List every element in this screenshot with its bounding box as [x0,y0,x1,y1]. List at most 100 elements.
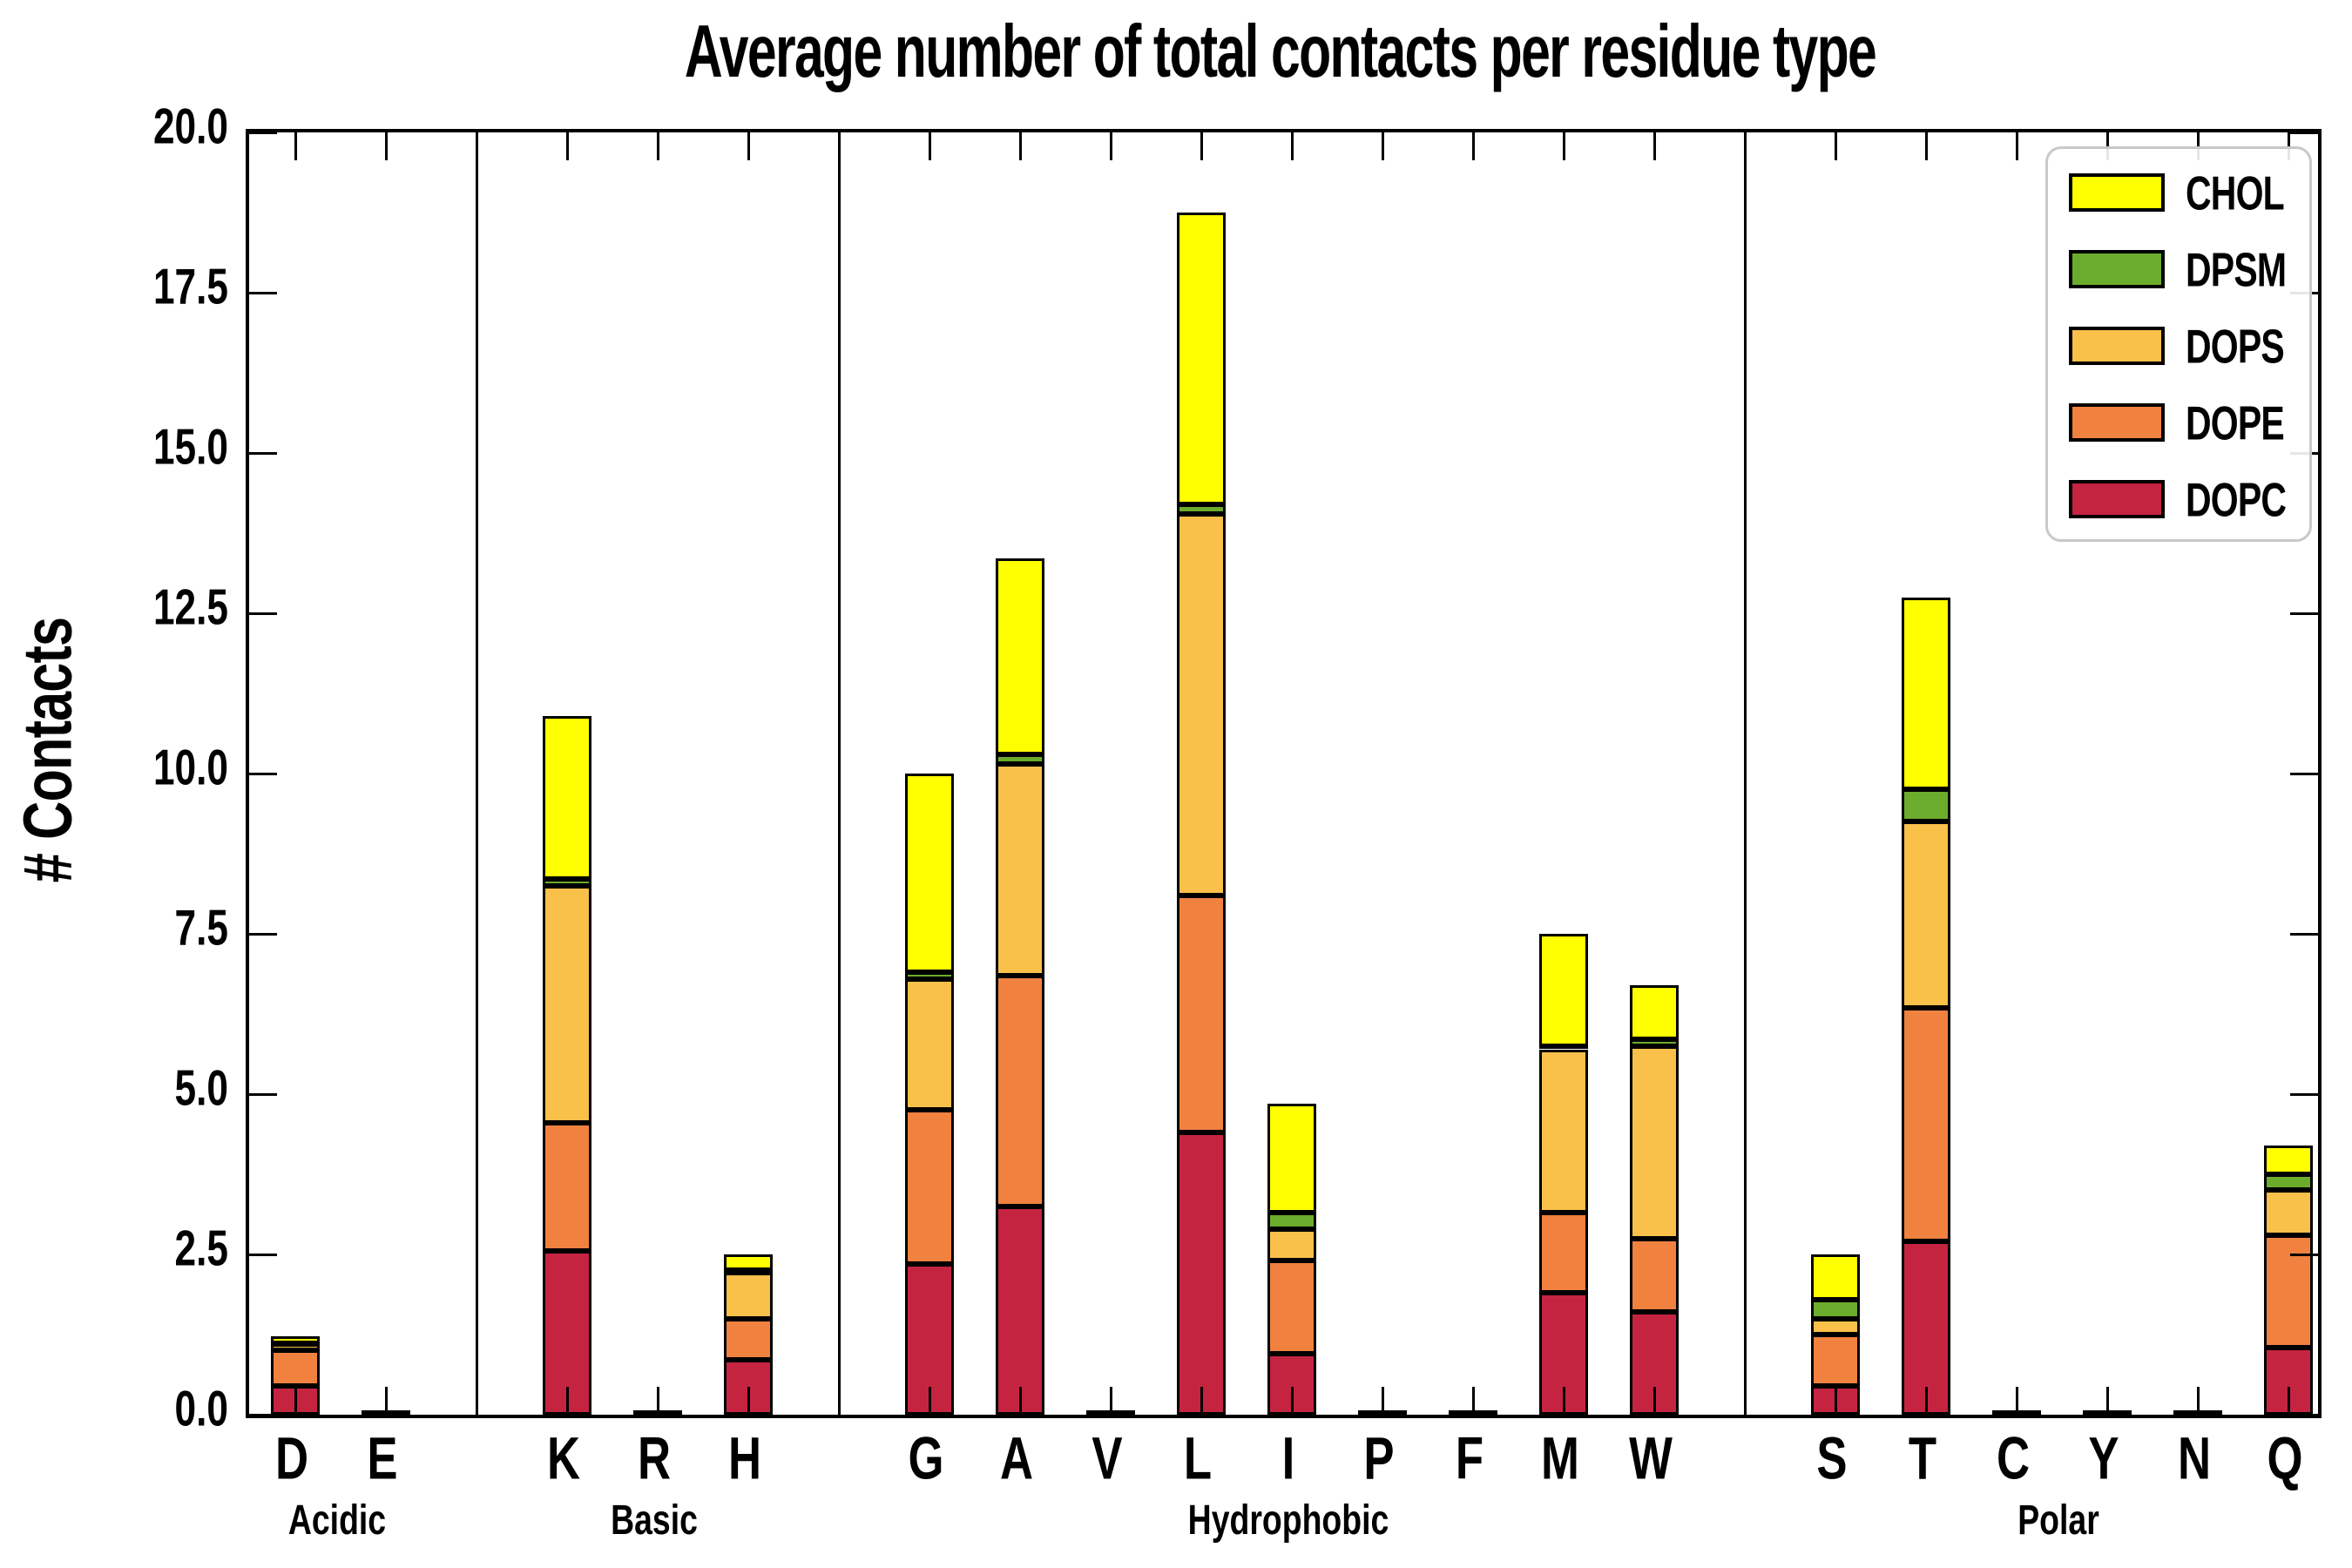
bar-segment-I-DPSM [1267,1213,1316,1229]
x-tick [1562,132,1565,160]
x-tick [1743,132,1747,160]
x-tick [1652,132,1656,160]
y-tick-label: 12.5 [152,580,228,636]
y-tick [2290,1092,2318,1096]
group-divider-line [475,132,478,1415]
x-tick [475,1387,478,1415]
y-tick [2290,772,2318,775]
bar-segment-W-CHOL [1630,984,1679,1040]
bar-segment-K-DPSM [543,879,591,886]
x-tick-label-S: S [1816,1426,1848,1492]
x-tick [1290,132,1294,160]
x-tick-label-P: P [1363,1426,1395,1492]
bar-segment-H-DOPS [724,1272,773,1319]
x-tick [2196,1387,2200,1415]
x-tick-label-N: N [2177,1426,2212,1492]
y-tick-label: 7.5 [174,901,228,956]
x-tick [1562,1387,1565,1415]
bar-segment-A-DOPS [996,763,1044,976]
y-tick-label: 17.5 [152,260,228,315]
y-tick-label: 2.5 [174,1221,228,1277]
legend-label-CHOL: CHOL [2186,166,2285,220]
y-tick [2290,131,2318,134]
x-tick [294,1387,297,1415]
plot-area [246,129,2322,1418]
bar-segment-K-DOPE [543,1123,591,1252]
bar-segment-L-DOPC [1177,1132,1226,1415]
x-tick [1381,132,1384,160]
x-tick-label-F: F [1455,1426,1484,1492]
x-tick-label-T: T [1908,1426,1937,1492]
bar-segment-W-DPSM [1630,1039,1679,1046]
x-tick [1924,132,1928,160]
bar-segment-A-DOPC [996,1206,1044,1415]
y-tick-label: 20.0 [152,99,228,155]
chart-title: Average number of total contacts per res… [684,9,1877,93]
y-tick [249,1253,277,1256]
bar-segment-T-DPSM [1902,789,1950,822]
legend-swatch-DPSM [2069,250,2165,288]
y-tick [249,1413,277,1416]
x-tick [1109,1387,1112,1415]
legend-item-DOPE: DOPE [2048,396,2309,450]
bar-segment-G-DPSM [905,972,954,979]
bar-segment-A-CHOL [996,558,1044,754]
x-tick-label-Q: Q [2267,1426,2303,1492]
y-axis-label: # Contacts [9,617,86,883]
group-divider-line [837,132,841,1415]
group-label-basic: Basic [611,1497,698,1544]
group-label-hydrophobic: Hydrophobic [1187,1497,1389,1544]
group-label-polar: Polar [2017,1497,2099,1544]
bar-segment-H-DOPE [724,1318,773,1361]
x-tick [747,132,750,160]
bar-segment-A-DOPE [996,975,1044,1206]
x-tick [1200,1387,1203,1415]
x-tick [2015,1387,2018,1415]
legend-item-DPSM: DPSM [2048,243,2309,297]
bar-segment-Q-DOPE [2264,1234,2313,1348]
legend-item-CHOL: CHOL [2048,166,2309,220]
bar-segment-K-DOPS [543,885,591,1124]
x-tick-label-D: D [274,1426,309,1492]
x-tick [384,1387,388,1415]
x-tick [1652,1387,1656,1415]
x-tick [1471,132,1475,160]
bar-segment-K-CHOL [543,715,591,880]
bar-segment-T-DOPE [1902,1007,1950,1242]
x-tick-label-K: K [546,1426,581,1492]
bar-segment-S-DPSM [1811,1299,1860,1319]
bar-segment-A-DPSM [996,754,1044,764]
bar-segment-S-DOPS [1811,1318,1860,1335]
x-tick-label-G: G [908,1426,944,1492]
y-tick [249,131,277,134]
y-tick-label: 10.0 [152,740,228,796]
bar-segment-G-DOPE [905,1110,954,1265]
y-tick [249,1092,277,1096]
x-tick [747,1387,750,1415]
x-tick [2015,132,2018,160]
legend-label-DOPC: DOPC [2186,473,2287,527]
x-tick-label-H: H [727,1426,762,1492]
y-tick-label: 0.0 [174,1382,228,1437]
bar-segment-Q-CHOL [2264,1145,2313,1174]
bar-segment-I-DOPE [1267,1260,1316,1355]
bar-segment-I-CHOL [1267,1104,1316,1213]
bar-segment-W-DOPS [1630,1045,1679,1239]
y-tick [2290,932,2318,936]
legend-box: CHOL DPSM DOPS DOPE DOPC [2045,146,2312,542]
legend-label-DOPS: DOPS [2186,320,2285,374]
x-tick [294,132,297,160]
y-tick [2290,1253,2318,1256]
y-tick-label: 15.0 [152,420,228,476]
x-tick-label-M: M [1541,1426,1579,1492]
y-tick [249,451,277,455]
bar-segment-D-CHOL [271,1336,320,1343]
y-tick [2290,1413,2318,1416]
x-tick [1834,1387,1837,1415]
legend-swatch-DOPC [2069,480,2165,518]
legend-swatch-DOPS [2069,327,2165,365]
x-tick [384,132,388,160]
legend-label-DPSM: DPSM [2186,243,2287,297]
x-tick [656,1387,659,1415]
bar-segment-W-DOPE [1630,1238,1679,1313]
